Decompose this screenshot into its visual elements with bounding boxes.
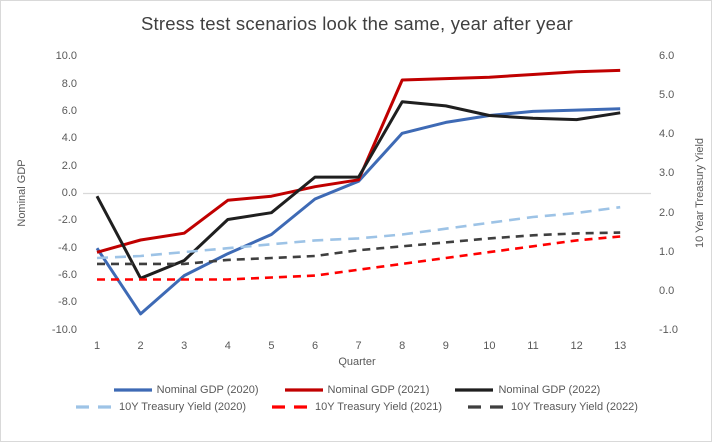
legend-label: 10Y Treasury Yield (2022) — [510, 401, 638, 413]
right-axis-tick-label: 3.0 — [659, 167, 675, 180]
left-axis-tick-label: -10.0 — [51, 323, 77, 336]
left-axis-tick-label: -6.0 — [58, 269, 77, 282]
legend-swatch-dashed-line — [76, 405, 115, 409]
series-line-10y-treasury-yield-2020- — [96, 205, 621, 260]
right-axis-tick-label: 5.0 — [659, 89, 675, 102]
right-axis-tick-label: 4.0 — [659, 128, 675, 141]
x-axis-tick-label: 4 — [224, 340, 231, 352]
legend-label: 10Y Treasury Yield (2021) — [315, 401, 442, 413]
left-axis-tick-label: 10.0 — [55, 50, 77, 63]
legend-row-yield: 10Y Treasury Yield (2020) 10Y Treasury Yi… — [76, 401, 638, 413]
left-axis-tick-label: -2.0 — [58, 214, 77, 227]
left-axis-tick-label: 0.0 — [61, 187, 77, 199]
right-axis-tick-label: 1.0 — [659, 245, 675, 258]
legend-row-gdp: Nominal GDP (2020) Nominal GDP (2021) Nomi… — [113, 384, 600, 396]
left-axis-tick-label: 4.0 — [61, 132, 77, 145]
series-line-nominal-gdp-2020- — [95, 107, 621, 316]
legend-entry: 10Y Treasury Yield (2021) — [272, 401, 442, 413]
x-axis-tick-label: 6 — [311, 340, 319, 352]
x-axis-tick-label: 1 — [93, 340, 101, 352]
x-axis-title: Quarter — [338, 356, 376, 368]
x-axis-tick-label: 12 — [570, 340, 583, 352]
legend-entry: 10Y Treasury Yield (2020) — [76, 401, 246, 413]
left-axis-tick-label: 6.0 — [61, 104, 77, 117]
legend-label: Nominal GDP (2020) — [156, 384, 259, 396]
legend-swatch-solid-line — [455, 388, 494, 392]
series-line-nominal-gdp-2021- — [96, 68, 621, 254]
left-axis-tick-label: 2.0 — [61, 159, 77, 172]
x-axis-tick-label: 9 — [442, 340, 449, 352]
right-axis-tick-label: 6.0 — [659, 50, 675, 63]
series-line-nominal-gdp-2022- — [95, 100, 621, 280]
series-line-10y-treasury-yield-2021- — [97, 235, 621, 281]
legend-entry: Nominal GDP (2022) — [455, 384, 600, 396]
x-axis-tick-label: 7 — [355, 340, 362, 352]
legend-swatch-dashed-line — [272, 405, 310, 409]
legend-entry: 10Y Treasury Yield (2022) — [467, 401, 638, 413]
x-axis-tick-label: 5 — [268, 340, 275, 352]
right-axis-title: 10 Year Treasury Yield — [694, 137, 706, 249]
legend-swatch-solid-line — [113, 388, 152, 392]
left-axis-tick-label: -8.0 — [58, 296, 77, 309]
legend-label: Nominal GDP (2021) — [327, 384, 430, 396]
x-axis-tick-label: 8 — [399, 340, 406, 352]
legend-swatch-solid-line — [284, 388, 323, 392]
left-axis-tick-label: 8.0 — [61, 77, 77, 90]
left-axis-title: Nominal GDP — [16, 159, 28, 227]
right-axis-tick-label: 2.0 — [659, 206, 675, 219]
right-axis-tick-label: 0.0 — [659, 284, 675, 297]
legend-swatch-dashed-line — [467, 405, 506, 409]
legend-label: Nominal GDP (2022) — [498, 384, 601, 396]
legend-entry: Nominal GDP (2020) — [113, 384, 259, 396]
legend-label: 10Y Treasury Yield (2020) — [119, 401, 246, 413]
x-axis-tick-label: 10 — [483, 340, 496, 352]
series-line-10y-treasury-yield-2022- — [97, 231, 621, 266]
x-axis-tick-label: 2 — [137, 340, 144, 352]
x-axis-tick-label: 13 — [614, 340, 627, 352]
chart-title: Stress test scenarios look the same, yea… — [141, 13, 573, 34]
legend-entry: Nominal GDP (2021) — [284, 384, 430, 396]
right-axis-tick-label: -1.0 — [659, 323, 678, 336]
legend: Nominal GDP (2020) Nominal GDP (2021) Nomi… — [1, 384, 711, 413]
x-axis-tick-label: 3 — [181, 340, 188, 352]
left-axis-tick-label: -4.0 — [58, 241, 77, 254]
x-axis-tick-label: 11 — [527, 340, 539, 352]
